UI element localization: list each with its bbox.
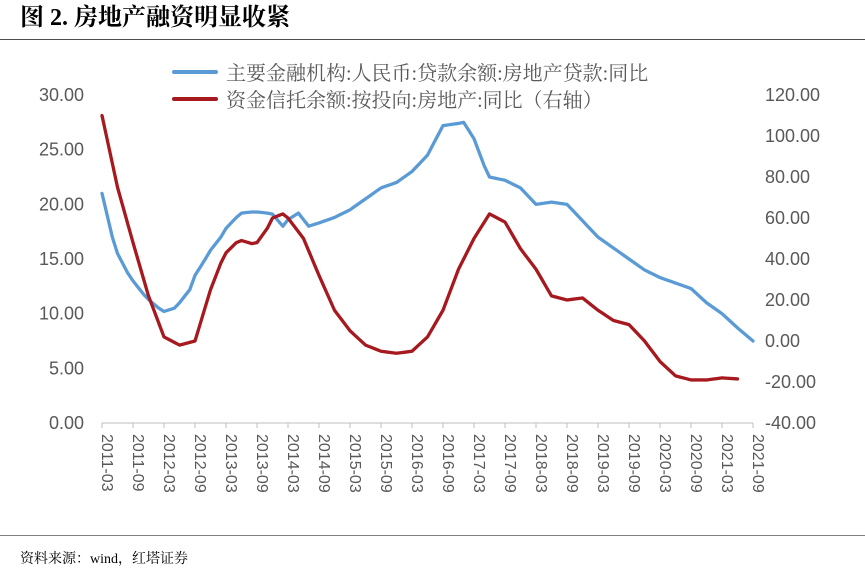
svg-text:2018-03: 2018-03 [532, 434, 549, 493]
svg-text:5.00: 5.00 [49, 358, 84, 378]
svg-text:100.00: 100.00 [765, 126, 820, 146]
svg-text:15.00: 15.00 [39, 249, 84, 269]
svg-text:2013-09: 2013-09 [253, 434, 270, 493]
svg-text:2017-03: 2017-03 [470, 434, 487, 493]
svg-text:2013-03: 2013-03 [222, 434, 239, 493]
svg-text:10.00: 10.00 [39, 304, 84, 324]
svg-text:30.00: 30.00 [39, 85, 84, 105]
svg-text:20.00: 20.00 [39, 194, 84, 214]
svg-text:25.00: 25.00 [39, 140, 84, 160]
svg-text:0.00: 0.00 [765, 331, 800, 351]
svg-text:-40.00: -40.00 [765, 413, 816, 433]
svg-text:2012-03: 2012-03 [160, 434, 177, 493]
svg-text:2021-09: 2021-09 [749, 434, 766, 493]
svg-text:120.00: 120.00 [765, 85, 820, 105]
svg-text:2011-09: 2011-09 [129, 434, 146, 492]
svg-text:60.00: 60.00 [765, 208, 810, 228]
svg-text:20.00: 20.00 [765, 290, 810, 310]
svg-text:2012-09: 2012-09 [191, 434, 208, 493]
svg-text:80.00: 80.00 [765, 167, 810, 187]
svg-text:2015-03: 2015-03 [346, 434, 363, 493]
svg-text:2019-09: 2019-09 [625, 434, 642, 493]
svg-text:2018-09: 2018-09 [563, 434, 580, 493]
svg-text:2019-03: 2019-03 [594, 434, 611, 493]
svg-text:2016-09: 2016-09 [439, 434, 456, 493]
svg-text:-20.00: -20.00 [765, 372, 816, 392]
svg-text:2014-03: 2014-03 [284, 434, 301, 493]
svg-text:0.00: 0.00 [49, 413, 84, 433]
svg-text:2017-09: 2017-09 [501, 434, 518, 493]
svg-text:2020-03: 2020-03 [656, 434, 673, 493]
svg-text:2015-09: 2015-09 [377, 434, 394, 493]
svg-text:2011-03: 2011-03 [98, 434, 115, 492]
svg-text:2020-09: 2020-09 [687, 434, 704, 493]
svg-text:2021-03: 2021-03 [718, 434, 735, 493]
svg-text:40.00: 40.00 [765, 249, 810, 269]
svg-text:2014-09: 2014-09 [315, 434, 332, 493]
svg-text:2016-03: 2016-03 [408, 434, 425, 493]
